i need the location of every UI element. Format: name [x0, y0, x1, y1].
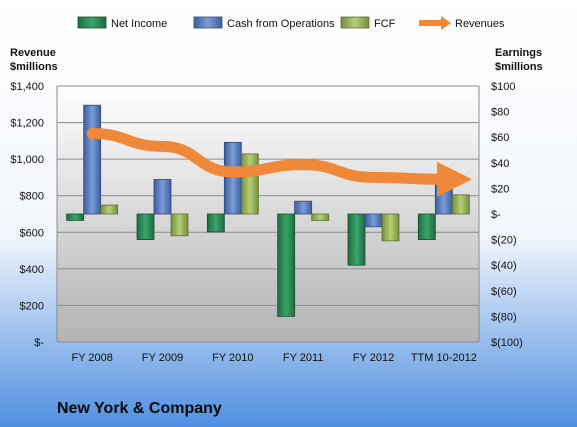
revenue-line: [86, 128, 472, 197]
revenue-point: [301, 163, 305, 167]
revenue-line-layer: [86, 128, 472, 197]
bar-fcf: [381, 213, 400, 242]
bar-net-income: [206, 213, 225, 233]
bar-cash-from-operations: [223, 141, 242, 215]
left-axis-title-line2: $millions: [10, 61, 58, 73]
x-tick-label: FY 2011: [283, 352, 324, 364]
plot-area: [57, 86, 479, 342]
right-tick-label: $100: [491, 81, 515, 93]
left-axis-title-line1: Revenue: [10, 47, 56, 59]
bar-cash-from-operations: [294, 200, 313, 215]
x-tick-label: FY 2010: [212, 352, 253, 364]
bar-net-income: [347, 213, 366, 266]
right-tick-label: $(60): [491, 286, 517, 298]
left-tick-label: $400: [20, 264, 44, 276]
revenue-point: [90, 132, 94, 136]
right-tick-label: $(20): [491, 235, 517, 247]
revenue-point: [161, 144, 164, 148]
left-tick-label: $-: [34, 337, 44, 349]
right-tick-label: $(40): [491, 260, 517, 272]
x-tick-label: FY 2008: [71, 352, 112, 364]
legend-label: Cash from Operations: [227, 18, 335, 30]
left-tick-label: $200: [20, 300, 44, 312]
right-tick-label: $(100): [491, 337, 523, 349]
right-axis-ticks: $100 $80 $60 $40 $20 $- $(20) $(40) $(60) $(80) $(…: [491, 81, 523, 349]
legend-swatch: [77, 16, 107, 29]
revenue-point: [372, 175, 375, 179]
legend-label: Net Income: [111, 18, 167, 30]
left-tick-label: $600: [20, 227, 44, 239]
legend-arrow: [441, 16, 451, 30]
legend-swatch: [340, 16, 370, 29]
x-tick-label: FY 2009: [142, 352, 183, 364]
legend-swatch: [193, 16, 223, 29]
right-tick-label: $60: [491, 132, 509, 144]
x-tick-label: TTM 10-2012: [411, 352, 477, 364]
bar-fcf: [170, 213, 189, 237]
legend-label: Revenues: [455, 18, 505, 30]
bar-cash-from-operations: [364, 213, 383, 228]
legend: Net Income Cash from Operations FCF Revenue…: [77, 16, 505, 30]
left-axis-ticks: $1,400 $1,200 $1,000 $800 $600 $400 $200 $-: [10, 81, 44, 349]
right-tick-label: $80: [491, 107, 509, 119]
left-tick-label: $1,000: [10, 154, 44, 166]
bar-fcf: [451, 194, 470, 215]
company-name: New York & Company: [57, 400, 222, 417]
bar-net-income: [417, 213, 436, 241]
bar-cash-from-operations: [153, 179, 172, 215]
right-axis-title-line2: $millions: [495, 61, 543, 73]
bar-net-income: [136, 213, 155, 241]
bar-net-income: [66, 213, 85, 221]
x-axis-ticks: FY 2008 FY 2009 FY 2010 FY 2011 FY 2012 TTM 1…: [71, 352, 476, 364]
right-tick-label: $20: [491, 183, 509, 195]
gridlines: [56, 85, 480, 343]
left-tick-label: $1,400: [10, 81, 44, 93]
legend-label: FCF: [374, 18, 396, 30]
right-tick-label: $-: [491, 209, 501, 221]
x-tick-label: FY 2012: [353, 352, 394, 364]
revenue-point: [442, 177, 446, 181]
left-tick-label: $1,200: [10, 118, 44, 130]
right-axis-title-line1: Earnings: [495, 47, 542, 59]
bar-fcf: [311, 213, 330, 221]
bar-cash-from-operations: [83, 104, 102, 215]
right-tick-label: $40: [491, 158, 509, 170]
bar-net-income: [277, 213, 296, 317]
left-tick-label: $800: [20, 191, 44, 203]
right-tick-label: $(80): [491, 311, 517, 323]
bar-fcf: [240, 153, 259, 215]
revenue-point: [231, 170, 235, 174]
bar-fcf: [100, 204, 119, 215]
